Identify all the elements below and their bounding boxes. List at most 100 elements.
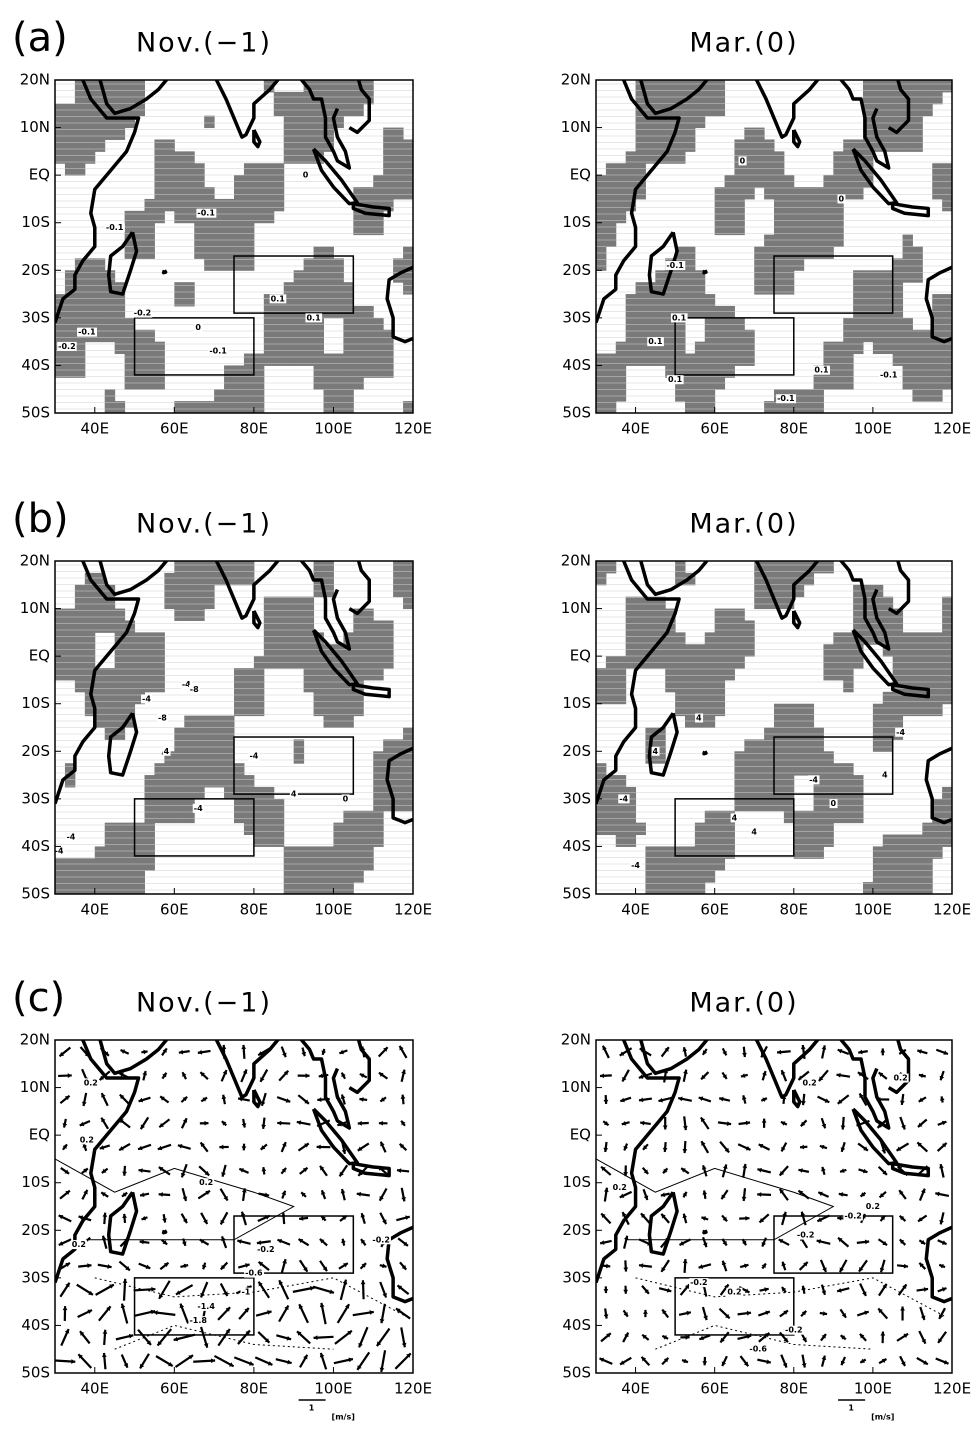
shaded-area: [164, 163, 174, 175]
shaded-area: [912, 377, 922, 389]
shaded-area: [145, 775, 155, 787]
shaded-area: [294, 92, 304, 104]
shaded-area: [823, 668, 833, 680]
shaded-area: [774, 763, 784, 775]
shaded-area: [343, 318, 353, 330]
shaded-area: [125, 858, 135, 870]
shaded-area: [254, 692, 264, 704]
shaded-area: [164, 573, 174, 585]
shaded-area: [853, 318, 863, 330]
contour-label: 0: [195, 323, 201, 332]
shaded-area: [403, 573, 413, 585]
contour-label: 0.2: [199, 1178, 213, 1187]
shaded-area: [616, 823, 626, 835]
shaded-area: [665, 294, 675, 306]
shaded-area: [324, 401, 334, 413]
shaded-area: [695, 692, 705, 704]
y-tick-label: EQ: [570, 1126, 591, 1144]
shaded-area: [774, 270, 784, 282]
shaded-area: [234, 258, 244, 270]
shaded-area: [784, 270, 794, 282]
contour: [115, 1325, 334, 1349]
shaded-area: [55, 620, 65, 632]
shaded-area: [823, 247, 833, 259]
shaded-area: [833, 775, 843, 787]
shaded-area: [403, 597, 413, 609]
reference-scale: 1: [309, 1404, 315, 1413]
shaded-area: [734, 354, 744, 366]
shaded-area: [695, 306, 705, 318]
shaded-area: [154, 644, 164, 656]
shaded-area: [606, 811, 616, 823]
shaded-area: [705, 306, 715, 318]
shaded-area: [244, 799, 254, 811]
x-tick-label: 100E: [314, 901, 352, 919]
shaded-area: [596, 211, 606, 223]
shaded-area: [343, 294, 353, 306]
shaded-area: [774, 799, 784, 811]
shaded-area: [715, 858, 725, 870]
shaded-area: [333, 377, 343, 389]
y-tick-label: EQ: [29, 1126, 50, 1144]
shaded-area: [655, 870, 665, 882]
shaded-area: [912, 870, 922, 882]
y-tick-label: EQ: [570, 647, 591, 665]
shaded-area: [373, 187, 383, 199]
shaded-area: [294, 597, 304, 609]
shaded-area: [304, 258, 314, 270]
shaded-area: [675, 692, 685, 704]
shaded-area: [784, 716, 794, 728]
shaded-area: [893, 354, 903, 366]
shaded-area: [616, 835, 626, 847]
shaded-area: [764, 763, 774, 775]
x-tick-label: 60E: [160, 1380, 189, 1398]
shaded-area: [814, 846, 824, 858]
shaded-area: [353, 377, 363, 389]
shaded-area: [85, 139, 95, 151]
shaded-area: [912, 354, 922, 366]
shaded-area: [784, 799, 794, 811]
shaded-area: [284, 139, 294, 151]
shaded-area: [932, 354, 942, 366]
shaded-area: [184, 597, 194, 609]
shaded-area: [194, 751, 204, 763]
index-box: [234, 1216, 353, 1273]
shaded-area: [353, 330, 363, 342]
shaded-area: [922, 377, 932, 389]
shaded-area: [234, 787, 244, 799]
shaded-area: [922, 668, 932, 680]
shaded-area: [823, 377, 833, 389]
shaded-area: [705, 716, 715, 728]
shaded-area: [734, 644, 744, 656]
shaded-area: [655, 858, 665, 870]
shaded-area: [715, 620, 725, 632]
shaded-area: [675, 858, 685, 870]
shaded-area: [903, 330, 913, 342]
shaded-area: [794, 728, 804, 740]
arrow-head: [103, 1330, 108, 1334]
shaded-area: [685, 354, 695, 366]
contour-label: -1.8: [189, 1316, 207, 1325]
shaded-area: [705, 870, 715, 882]
shaded-area: [794, 763, 804, 775]
shaded-area: [814, 389, 824, 401]
shaded-area: [715, 342, 725, 354]
shaded-area: [804, 389, 814, 401]
shaded-area: [715, 644, 725, 656]
shaded-area: [774, 716, 784, 728]
shaded-area: [903, 377, 913, 389]
shaded-area: [224, 258, 234, 270]
shaded-area: [184, 763, 194, 775]
shaded-area: [774, 258, 784, 270]
shaded-area: [794, 811, 804, 823]
shaded-area: [764, 775, 774, 787]
contour-label: -0.1: [78, 328, 96, 337]
shaded-area: [655, 306, 665, 318]
shaded-area: [234, 799, 244, 811]
shaded-area: [145, 799, 155, 811]
shaded-area: [883, 342, 893, 354]
y-tick-label: 40S: [21, 1316, 50, 1334]
shaded-area: [85, 870, 95, 882]
shaded-area: [695, 282, 705, 294]
shaded-area: [314, 858, 324, 870]
